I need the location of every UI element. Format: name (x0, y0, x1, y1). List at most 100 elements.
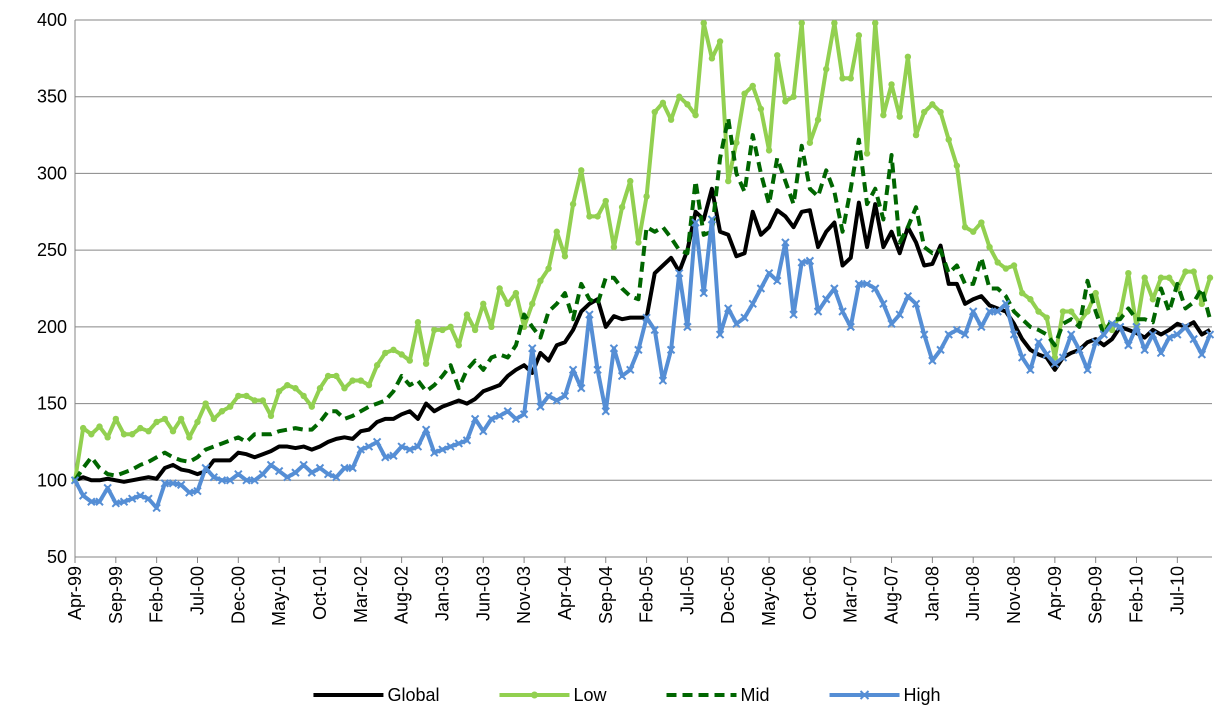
point (1115, 322, 1125, 332)
series-line (73, 116, 1212, 482)
point (389, 451, 398, 460)
point (993, 307, 1002, 316)
point (1027, 296, 1034, 303)
point (912, 131, 920, 139)
point (863, 150, 871, 157)
x-tick-label: Jul-05 (677, 566, 697, 615)
point (128, 431, 136, 438)
point (242, 476, 251, 485)
point (160, 479, 170, 488)
point (871, 284, 880, 293)
point (789, 310, 798, 319)
point (928, 356, 937, 365)
point (805, 256, 815, 266)
point (177, 415, 185, 423)
point (765, 147, 773, 154)
point (1197, 350, 1207, 359)
point (921, 108, 928, 116)
point (471, 326, 479, 334)
x-tick-label: Aug-02 (392, 566, 412, 624)
point (258, 469, 268, 479)
point (724, 304, 733, 313)
point (691, 218, 700, 227)
point (1189, 334, 1198, 344)
series-line (74, 186, 1211, 484)
y-tick-label: 50 (47, 547, 67, 567)
x-tick-label: Apr-99 (65, 566, 85, 620)
x-tick-label: Nov-03 (514, 566, 534, 624)
point (1050, 359, 1060, 368)
x-tick-label: Sep-04 (596, 566, 616, 624)
point (601, 407, 610, 416)
point (609, 344, 619, 353)
point (838, 307, 847, 316)
point (830, 284, 839, 293)
y-tick-label: 250 (37, 240, 67, 260)
point (1141, 274, 1148, 281)
point (217, 476, 227, 485)
point (781, 238, 790, 247)
x-tick-label: Jan-03 (432, 566, 452, 621)
point (1017, 353, 1027, 362)
point (78, 491, 88, 500)
point (1140, 345, 1149, 355)
point (300, 392, 307, 400)
point (504, 300, 511, 308)
point (226, 403, 234, 410)
point (397, 442, 406, 451)
point (235, 392, 242, 400)
point (341, 385, 348, 392)
point (585, 310, 594, 319)
point (136, 491, 145, 500)
point (846, 322, 855, 332)
point (970, 228, 977, 235)
x-tick-label: Apr-04 (555, 566, 575, 620)
point (1083, 365, 1092, 375)
point (610, 243, 618, 251)
point (635, 239, 642, 246)
point (960, 330, 970, 339)
y-tick-label: 400 (37, 10, 67, 30)
point (920, 330, 929, 339)
point (439, 326, 446, 334)
point (299, 460, 308, 470)
x-tick-label: Sep-99 (106, 566, 126, 624)
point (748, 299, 757, 309)
point (1001, 299, 1011, 309)
point (1124, 341, 1133, 350)
point (152, 503, 161, 513)
point (333, 372, 340, 380)
point (880, 111, 887, 119)
point (952, 325, 962, 335)
point (519, 410, 529, 419)
point (774, 52, 781, 59)
point (560, 391, 570, 401)
point (169, 427, 177, 435)
x-tick-label: Oct-01 (310, 566, 330, 620)
point (937, 108, 944, 116)
point (790, 93, 797, 100)
point (496, 285, 503, 292)
point (120, 431, 128, 438)
point (1002, 265, 1010, 272)
legend-label: Mid (741, 685, 770, 705)
point (323, 469, 333, 479)
point (667, 116, 675, 123)
point (463, 311, 471, 318)
point (307, 468, 317, 477)
point (659, 99, 667, 107)
point (112, 415, 120, 423)
point (348, 463, 357, 473)
point (634, 345, 643, 355)
point (561, 253, 569, 260)
point (814, 116, 822, 123)
point (1149, 296, 1157, 303)
point (70, 476, 80, 485)
point (88, 431, 95, 438)
point (872, 19, 879, 27)
point (903, 291, 913, 301)
point (209, 473, 219, 482)
point (773, 276, 782, 286)
point (536, 402, 545, 411)
